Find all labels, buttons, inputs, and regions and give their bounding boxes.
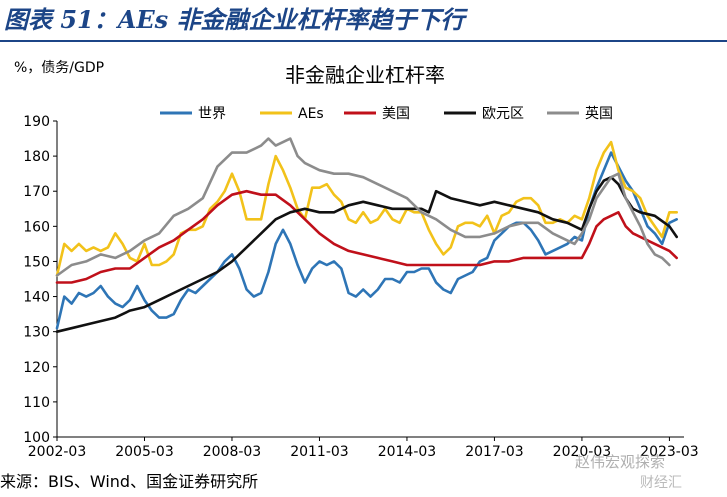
x-tick-label: 2002-03 (28, 444, 87, 460)
watermark-logo-text: 财经汇 (640, 475, 682, 491)
y-tick-label: 190 (23, 114, 50, 130)
x-tick-label: 2005-03 (115, 444, 174, 460)
y-tick-label: 170 (23, 184, 50, 200)
y-tick-label: 100 (23, 430, 50, 446)
series-line-0 (55, 151, 678, 330)
legend-label: 世界 (198, 106, 226, 122)
x-tick-label: 2023-03 (640, 444, 699, 460)
title-divider (0, 40, 727, 42)
x-tick-label: 2014-03 (378, 444, 437, 460)
y-tick-label: 120 (23, 360, 50, 376)
legend-label: AEs (298, 106, 324, 122)
figure-title: 图表 51：AEs 非金融企业杠杆率趋于下行 (4, 5, 465, 34)
series-line-3 (55, 175, 678, 333)
y-tick-label: 160 (23, 219, 50, 235)
source-note: 来源：BIS、Wind、国金证券研究所 (0, 472, 259, 491)
watermark-text: 赵伟宏观探索 (575, 453, 666, 471)
y-tick-label: 110 (23, 395, 50, 411)
series-line-4 (55, 137, 671, 277)
legend-label: 美国 (382, 106, 410, 122)
y-tick-label: 150 (23, 254, 50, 270)
series-line-1 (55, 140, 678, 277)
x-tick-label: 2011-03 (290, 444, 349, 460)
x-tick-label: 2017-03 (465, 444, 524, 460)
x-tick-label: 2020-03 (553, 444, 612, 460)
y-tick-label: 140 (23, 290, 50, 306)
chart-legend: 世界 AEs 美国 欧元区 英国 (160, 105, 613, 122)
y-tick-label: 180 (23, 149, 50, 165)
legend-label: 英国 (585, 105, 613, 122)
y-tick-label: 130 (23, 325, 50, 341)
series-line-2 (55, 189, 678, 284)
legend-label: 欧元区 (482, 106, 524, 122)
unit-label: %，债务/GDP (14, 60, 104, 76)
chart-title: 非金融企业杠杆率 (285, 63, 445, 87)
x-tick-label: 2008-03 (203, 444, 262, 460)
